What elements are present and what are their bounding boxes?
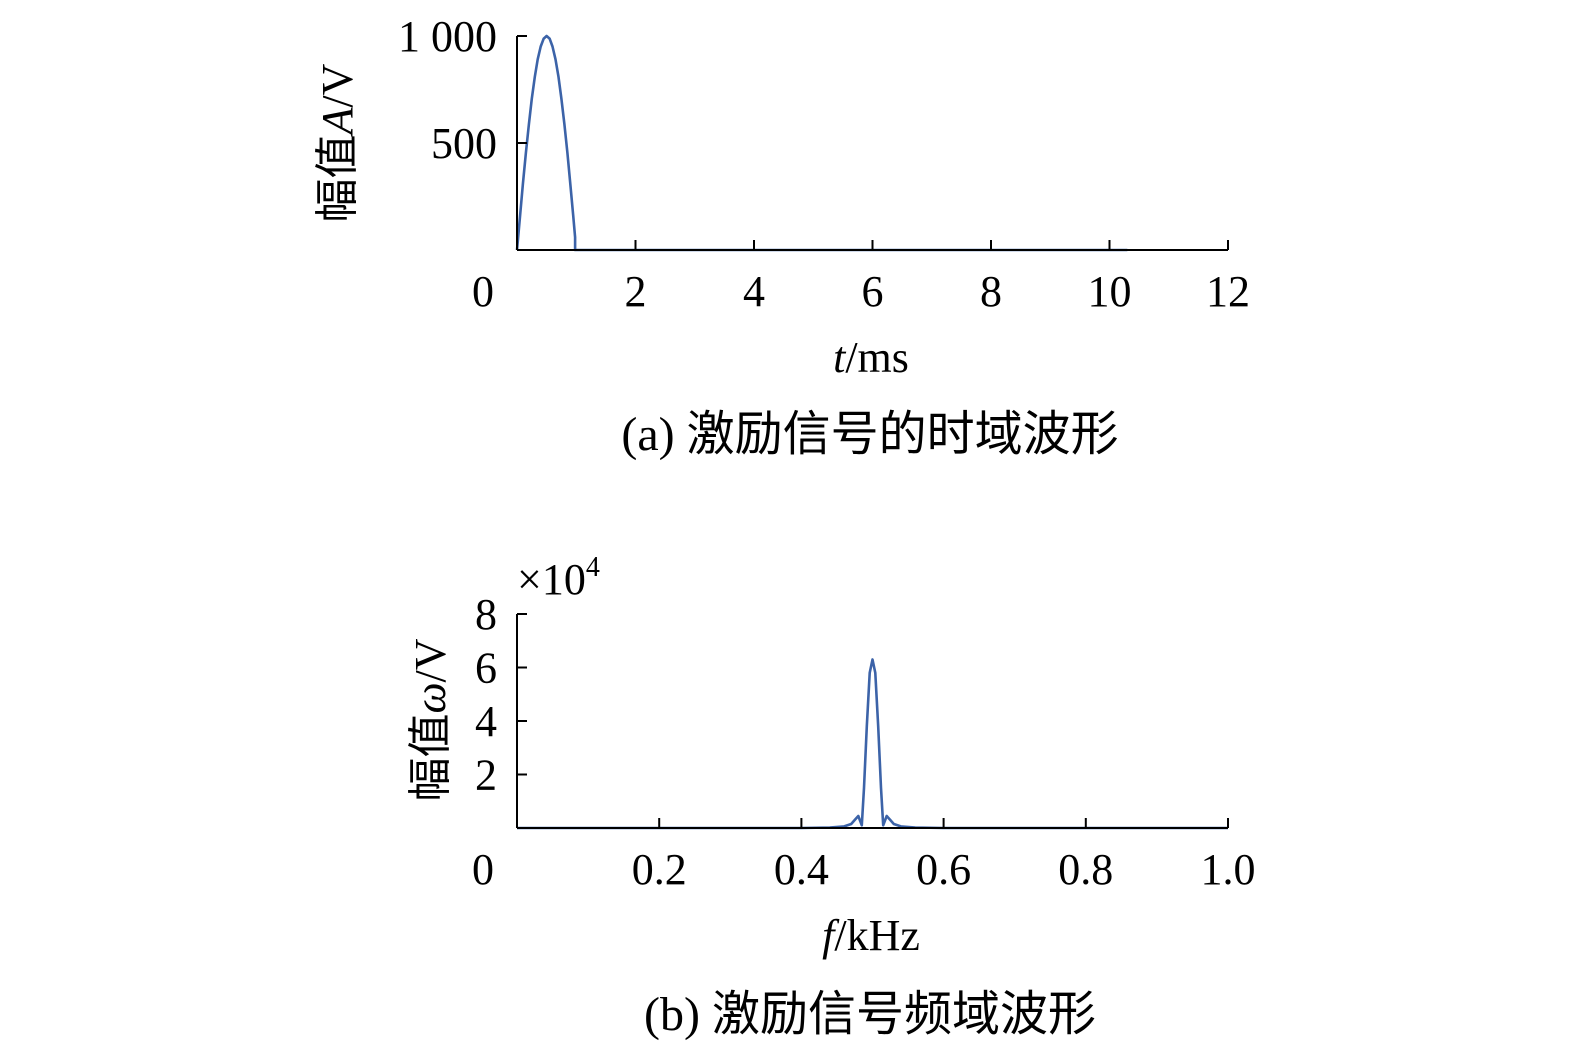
panel-a-y-axis-label-var: A: [313, 106, 362, 137]
panel-a-x-tick-label: 10: [1088, 267, 1132, 316]
panel-a-y-tick-label: 1 000: [398, 12, 497, 61]
panel-a-y-tick-label: 500: [431, 119, 497, 168]
panel-b-x-tick-label: 0.6: [916, 845, 971, 894]
panel-a-y-axis-label-prefix: 幅值: [313, 134, 362, 222]
panel-a-x-tick-label: 4: [743, 267, 765, 316]
panel-a-x-tick-label: 8: [980, 267, 1002, 316]
panel-b-y-axis-label-unit: /V: [406, 638, 455, 682]
panel-b-series-group: [517, 658, 1228, 830]
panel-a-x-tick-label: 12: [1206, 267, 1250, 316]
panel-a-x-tick-label: 2: [625, 267, 647, 316]
panel-b-x-axis-label: f/kHz: [822, 911, 920, 960]
panel-a-x-tick-label: 6: [862, 267, 884, 316]
panel-b-x-tick-label: 0.4: [774, 845, 829, 894]
panel-a-x-tick-label: 0: [472, 267, 494, 316]
panel-b-y-axis-label: 幅值ω/V: [406, 638, 455, 801]
panel-b-x-tick-label: 0.8: [1058, 845, 1113, 894]
panel-a-x-axis-label-unit: /ms: [845, 333, 909, 382]
panel-b-y-tick-label: 4: [475, 697, 497, 746]
panel-a-ticks-group: 0 2 4 6 8 10 12 500 1 000: [398, 12, 1250, 316]
panel-a-y-axis-label-unit: /V: [313, 63, 362, 107]
panel-b-y-axis-label-prefix: 幅值: [406, 714, 455, 802]
panel-b-x-tick-label: 0.2: [632, 845, 687, 894]
panel-b-x-axis-label-unit: /kHz: [834, 911, 920, 960]
panel-b-y-tick-label: 8: [475, 590, 497, 639]
panel-b-y-tick-label: 2: [475, 751, 497, 800]
panel-b-y-axis-label-var: ω: [406, 682, 455, 713]
panel-b-y-multiplier-exp: 4: [586, 552, 600, 583]
panel-a-caption: (a) 激励信号的时域波形: [621, 408, 1118, 461]
panel-b-y-multiplier: ×104: [517, 552, 600, 604]
panel-a-x-axis-label: t/ms: [833, 333, 909, 382]
panel-a-y-axis-label: 幅值A/V: [313, 63, 362, 222]
panel-a-x-axis-label-var: t: [833, 333, 847, 382]
panel-a-series-line: [515, 34, 1128, 252]
panel-a: 0 2 4 6 8 10 12 500 1 000 t/ms 幅值A/V (a) 激励信号的时域…: [313, 12, 1250, 461]
panel-b-x-tick-label: 1.0: [1201, 845, 1256, 894]
panel-a-series-group: [515, 34, 1128, 252]
panel-b-series-line: [517, 658, 1228, 830]
panel-b-y-multiplier-base: ×10: [517, 555, 586, 604]
panel-b-caption: (b) 激励信号频域波形: [644, 988, 1096, 1041]
panel-b-y-tick-label: 6: [475, 644, 497, 693]
panel-b-ticks-group: 0 0.2 0.4 0.6 0.8 1.0 2 46 8: [472, 590, 1256, 894]
panel-b-x-tick-label: 0: [472, 845, 494, 894]
